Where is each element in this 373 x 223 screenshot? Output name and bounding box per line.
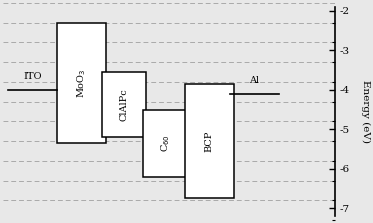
Bar [57,23,106,143]
Bar [185,84,233,198]
Y-axis label: Energy (eV): Energy (eV) [361,80,370,143]
Bar [103,72,146,137]
Text: BCP: BCP [205,130,214,152]
Text: ClAlPc: ClAlPc [120,88,129,121]
Bar [142,109,188,177]
Text: C$_{60}$: C$_{60}$ [159,134,172,152]
Text: ITO: ITO [23,72,42,81]
Text: Al: Al [250,76,260,85]
Text: MoO$_3$: MoO$_3$ [75,68,88,98]
